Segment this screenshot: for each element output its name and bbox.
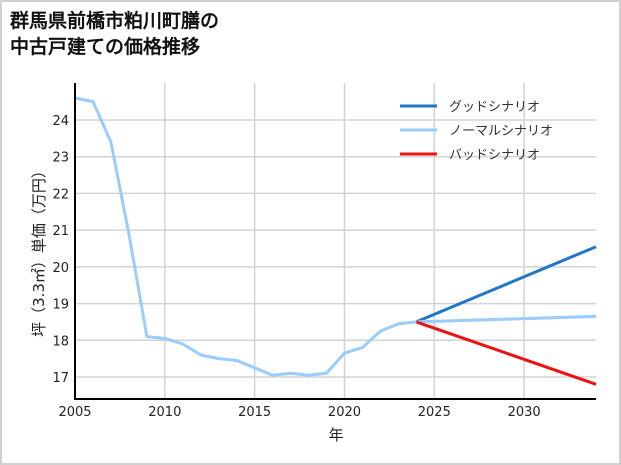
x-tick-label: 2015 (238, 405, 271, 420)
series-line (416, 314, 597, 324)
grid-lines (75, 83, 596, 399)
x-axis-label: 年 (328, 426, 343, 444)
y-tick-label: 21 (52, 224, 69, 239)
y-tick-label: 17 (52, 371, 69, 386)
chart-title-line2: 中古戸建ての価格推移 (10, 36, 201, 58)
series-line (415, 320, 597, 386)
chart-title: 群馬県前橋市粕川町膳の 中古戸建ての価格推移 (10, 8, 219, 60)
x-tick-label: 2005 (58, 405, 91, 420)
tick-labels: 17 18 19 20 21 22 23 24 2005 2010 2015 2020 2025 2030 (52, 114, 540, 420)
x-tick-label: 2025 (418, 405, 451, 420)
y-tick-label: 19 (52, 298, 69, 313)
legend-label: グッドシナリオ (449, 100, 540, 115)
y-tick-label: 18 (52, 334, 69, 349)
series-line (415, 245, 597, 324)
y-axis-label: 坪（3.3㎡）単価（万円） (30, 163, 48, 337)
x-tick-label: 2030 (508, 405, 541, 420)
x-tick-label: 2010 (148, 405, 181, 420)
data-series (74, 96, 597, 386)
legend-label: ノーマルシナリオ (449, 124, 553, 139)
y-tick-label: 22 (52, 187, 69, 202)
y-tick-label: 23 (52, 151, 69, 166)
legend-label: バッドシナリオ (449, 148, 540, 163)
chart-title-line1: 群馬県前橋市粕川町膳の (10, 10, 220, 32)
axes (74, 83, 596, 400)
x-tick-label: 2020 (328, 405, 361, 420)
y-tick-label: 24 (52, 114, 69, 129)
series-line (74, 96, 417, 377)
y-tick-label: 20 (52, 261, 69, 276)
